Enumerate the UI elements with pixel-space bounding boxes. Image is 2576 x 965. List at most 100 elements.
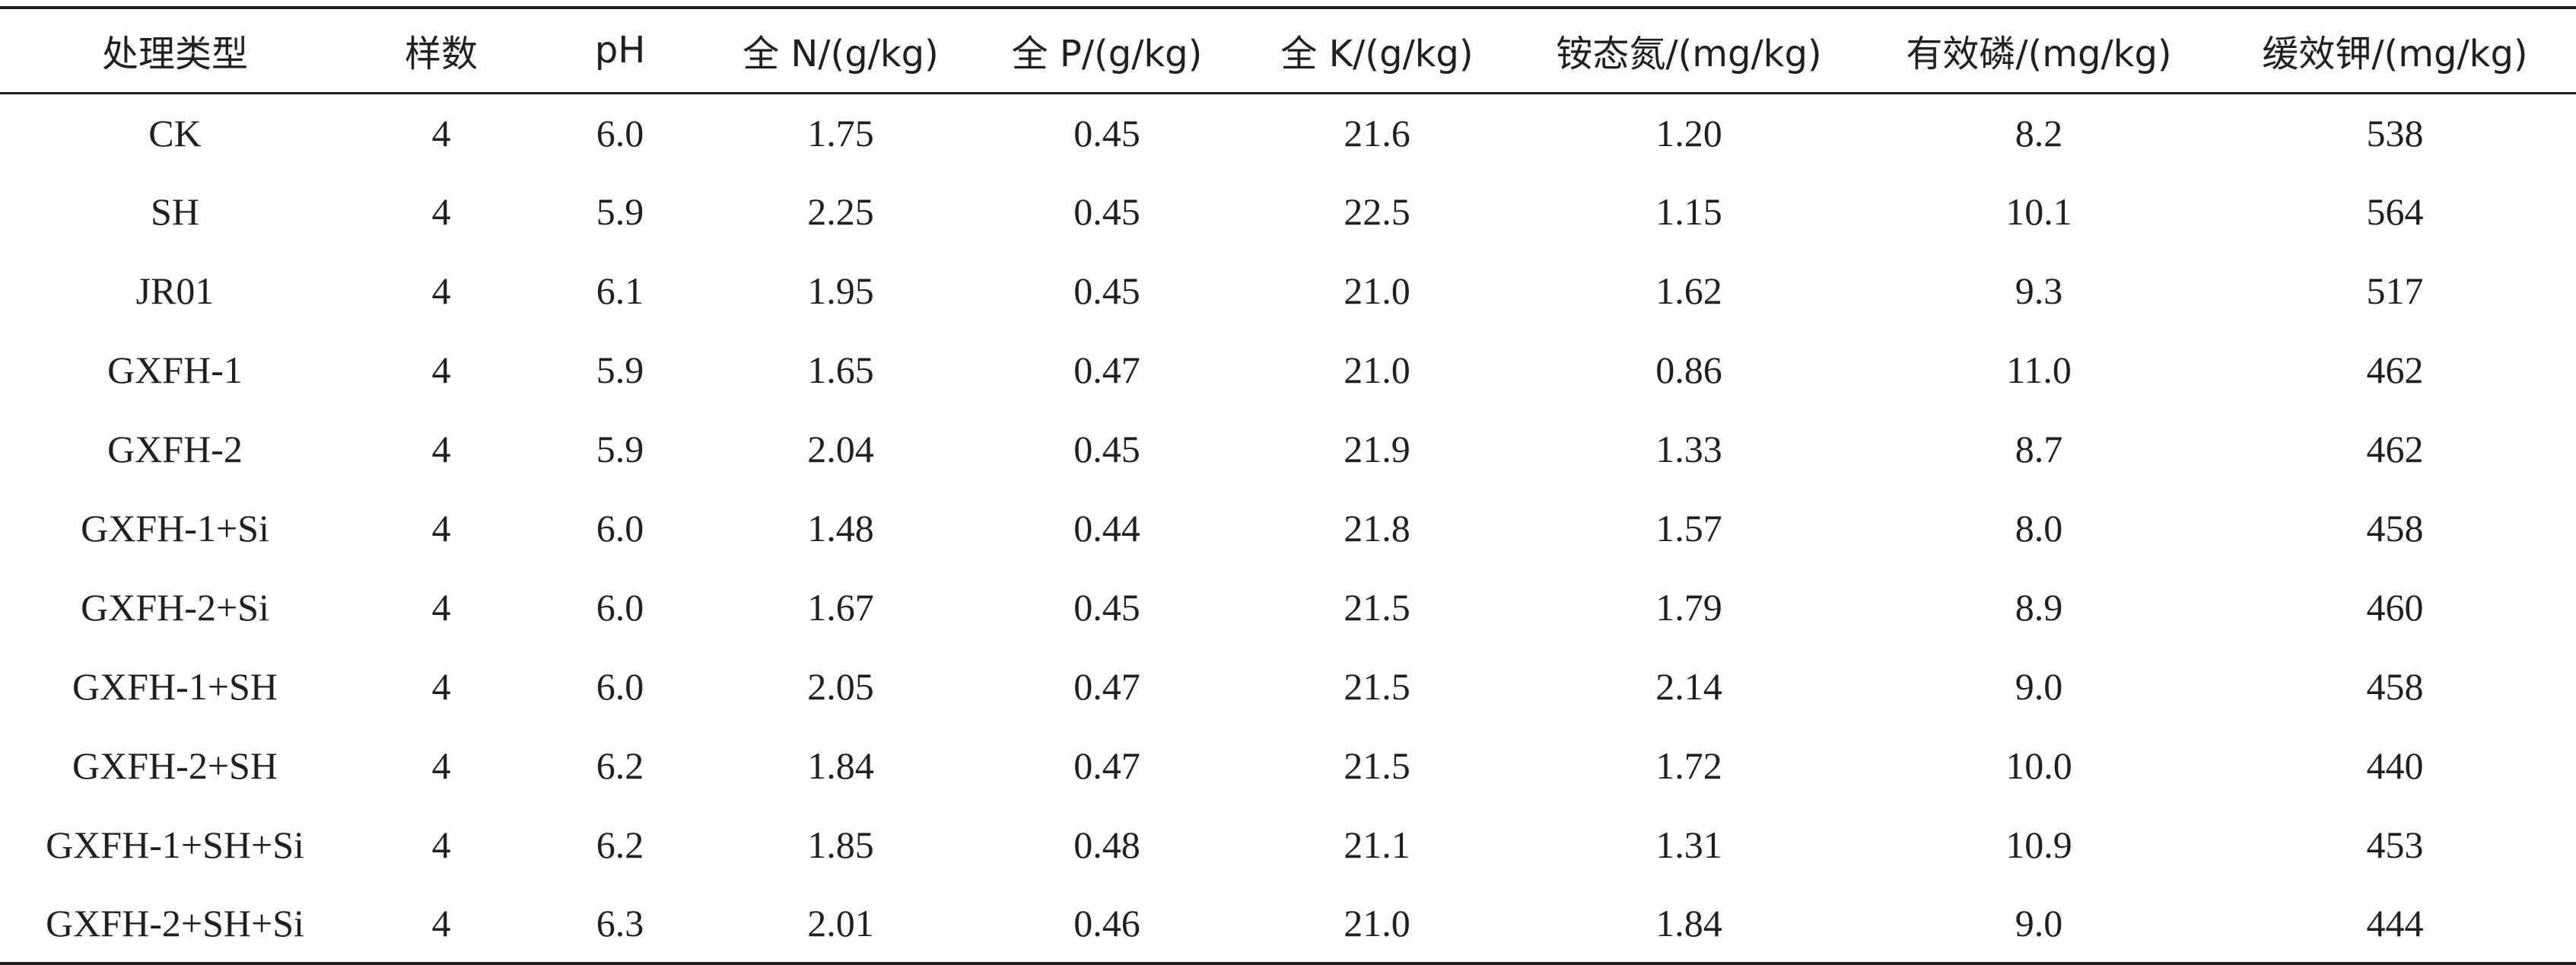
cell-sample-count: 4 (431, 111, 451, 154)
cell-ammonium-n: 1.33 (1655, 428, 1722, 470)
cell-available-p: 9.3 (2015, 269, 2063, 312)
header-ammonium-n: 铵态氮/(mg/kg) (1514, 6, 1864, 94)
cell-ammonium-n: 1.15 (1655, 190, 1722, 233)
cell-ammonium-n: 2.14 (1655, 665, 1722, 708)
cell-treatment-type: JR01 (135, 269, 215, 312)
cell-ammonium-n: 0.86 (1655, 349, 1722, 391)
cell-ph: 6.0 (596, 507, 644, 549)
cell-ph: 6.2 (596, 744, 644, 787)
cell-available-p: 9.0 (1864, 884, 2214, 965)
cell-ph: 5.9 (596, 428, 644, 470)
table-row: CK 4 6.0 1.75 0.45 21.6 1.20 8.2 538 (0, 93, 2576, 172)
cell-total-k: 21.0 (1344, 269, 1410, 312)
cell-ammonium-n: 1.57 (1655, 507, 1722, 549)
table-row: SH 4 5.9 2.25 0.45 22.5 1.15 10.1 564 (0, 172, 2576, 251)
cell-sample-count: 4 (431, 269, 451, 312)
cell-total-p: 0.45 (1073, 111, 1140, 154)
cell-total-n: 1.65 (807, 349, 874, 391)
cell-treatment-type: GXFH-2 (107, 428, 243, 470)
cell-available-p: 8.9 (2015, 586, 2063, 629)
cell-total-k: 22.5 (1344, 190, 1410, 233)
cell-total-n: 1.84 (807, 744, 874, 787)
table-row: GXFH-2 4 5.9 2.04 0.45 21.9 1.33 8.7 462 (0, 409, 2576, 489)
cell-slow-release-k: 460 (2366, 586, 2424, 629)
cell-slow-release-k: 458 (2366, 507, 2424, 549)
cell-treatment-type: GXFH-2+SH (72, 744, 278, 787)
cell-available-p: 8.7 (2015, 428, 2063, 470)
cell-treatment-type: CK (148, 111, 202, 154)
header-total-n: 全 N/(g/kg) (708, 6, 974, 94)
header-slow-release-k: 缓效钾/(mg/kg) (2214, 6, 2576, 94)
cell-total-p: 0.44 (1073, 507, 1140, 549)
table-row: JR01 4 6.1 1.95 0.45 21.0 1.62 9.3 517 (0, 251, 2576, 330)
cell-ammonium-n: 1.31 (1655, 823, 1722, 866)
cell-slow-release-k: 444 (2214, 884, 2576, 965)
cell-total-p: 0.45 (1073, 428, 1140, 470)
header-total-k: 全 K/(g/kg) (1240, 6, 1514, 94)
header-row: 处理类型 样数 pH 全 N/(g/kg) 全 P/(g/kg) 全 K/(g/… (0, 6, 2576, 94)
cell-sample-count: 4 (431, 349, 451, 391)
cell-available-p: 8.0 (2015, 507, 2063, 549)
cell-total-n: 1.48 (807, 507, 874, 549)
cell-total-k: 21.9 (1344, 428, 1410, 470)
table-row: GXFH-1+SH 4 6.0 2.05 0.47 21.5 2.14 9.0 458 (0, 647, 2576, 726)
top-spacing (0, 0, 2576, 6)
cell-total-p: 0.45 (1073, 269, 1140, 312)
cell-slow-release-k: 458 (2366, 665, 2424, 708)
cell-total-p: 0.48 (1073, 823, 1140, 866)
cell-total-p: 0.47 (1073, 744, 1140, 787)
cell-treatment-type: GXFH-1 (107, 349, 243, 391)
cell-ammonium-n: 1.62 (1655, 269, 1722, 312)
cell-treatment-type: GXFH-2+SH+Si (0, 884, 350, 965)
header-treatment-type: 处理类型 (0, 6, 350, 94)
cell-total-p: 0.45 (1073, 190, 1140, 233)
header-available-p: 有效磷/(mg/kg) (1864, 6, 2214, 94)
cell-total-p: 0.47 (1073, 349, 1140, 391)
cell-available-p: 11.0 (2006, 349, 2072, 391)
cell-slow-release-k: 440 (2366, 744, 2424, 787)
cell-total-k: 21.5 (1344, 744, 1410, 787)
cell-ph: 6.0 (596, 665, 644, 708)
table-row: GXFH-2+SH 4 6.2 1.84 0.47 21.5 1.72 10.0 440 (0, 726, 2576, 805)
cell-sample-count: 4 (431, 428, 451, 470)
table-row: GXFH-2+SH+Si 4 6.3 2.01 0.46 21.0 1.84 9.0 444 (0, 884, 2576, 965)
table-row: GXFH-1+SH+Si 4 6.2 1.85 0.48 21.1 1.31 10.9 453 (0, 805, 2576, 884)
cell-total-n: 1.67 (807, 586, 874, 629)
cell-sample-count: 4 (431, 586, 451, 629)
cell-total-n: 1.75 (807, 111, 874, 154)
cell-ammonium-n: 1.84 (1514, 884, 1864, 965)
cell-treatment-type: GXFH-2+Si (81, 586, 269, 629)
cell-total-k: 21.5 (1344, 665, 1410, 708)
table-row: GXFH-1+Si 4 6.0 1.48 0.44 21.8 1.57 8.0 458 (0, 489, 2576, 568)
cell-ph: 6.2 (596, 823, 644, 866)
cell-sample-count: 4 (431, 665, 451, 708)
cell-total-n: 2.01 (708, 884, 974, 965)
header-ph: pH (533, 6, 708, 94)
cell-ph: 6.1 (596, 269, 644, 312)
cell-ammonium-n: 1.79 (1655, 586, 1722, 629)
cell-ammonium-n: 1.72 (1655, 744, 1722, 787)
cell-total-n: 2.04 (807, 428, 874, 470)
cell-treatment-type: GXFH-1+SH (72, 665, 278, 708)
cell-available-p: 10.0 (2005, 744, 2072, 787)
cell-total-k: 21.5 (1344, 586, 1410, 629)
table-row: GXFH-1 4 5.9 1.65 0.47 21.0 0.86 11.0 462 (0, 330, 2576, 409)
cell-total-n: 1.95 (807, 269, 874, 312)
header-total-p: 全 P/(g/kg) (974, 6, 1240, 94)
cell-total-k: 21.0 (1240, 884, 1514, 965)
cell-total-k: 21.1 (1344, 823, 1410, 866)
cell-total-p: 0.47 (1073, 665, 1140, 708)
cell-total-k: 21.0 (1344, 349, 1410, 391)
cell-slow-release-k: 462 (2366, 428, 2424, 470)
cell-sample-count: 4 (350, 884, 533, 965)
cell-slow-release-k: 453 (2366, 823, 2424, 866)
cell-available-p: 8.2 (2015, 111, 2063, 154)
cell-ammonium-n: 1.20 (1655, 111, 1722, 154)
cell-total-n: 2.05 (807, 665, 874, 708)
cell-ph: 6.3 (533, 884, 708, 965)
cell-treatment-type: SH (151, 190, 199, 233)
cell-sample-count: 4 (431, 190, 451, 233)
cell-available-p: 10.1 (2005, 190, 2072, 233)
cell-slow-release-k: 564 (2366, 190, 2424, 233)
cell-available-p: 10.9 (2005, 823, 2072, 866)
